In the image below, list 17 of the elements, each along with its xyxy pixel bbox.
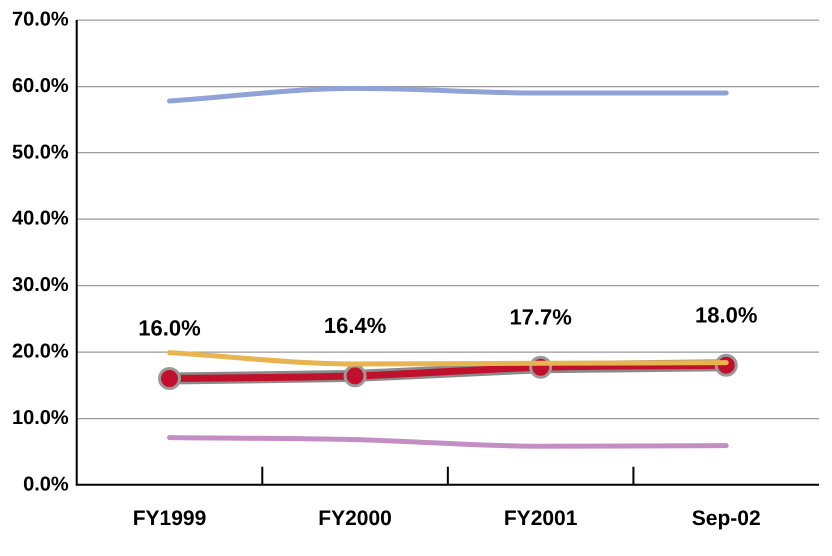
point	[158, 367, 181, 390]
data-label: 16.0%	[138, 316, 201, 341]
y-tick-label: 30.0%	[12, 274, 69, 296]
y-tick-label: 20.0%	[12, 340, 69, 363]
data-label: 17.7%	[509, 304, 572, 330]
data-label: 18.0%	[695, 302, 758, 328]
y-tick-label: 50.0%	[12, 141, 69, 164]
data-label: 16.4%	[324, 312, 386, 338]
x-tick-label: FY2001	[504, 507, 578, 530]
x-tick-label: FY1999	[132, 507, 206, 530]
y-tick-label: 40.0%	[12, 208, 69, 230]
y-tick-label: 70.0%	[12, 8, 69, 31]
y-tick-label: 10.0%	[12, 406, 69, 429]
x-tick-label: FY2000	[318, 507, 392, 530]
y-tick-label: 60.0%	[12, 74, 69, 97]
x-tick-label: Sep-02	[692, 507, 761, 530]
y-tick-label: 0.0%	[23, 473, 69, 496]
